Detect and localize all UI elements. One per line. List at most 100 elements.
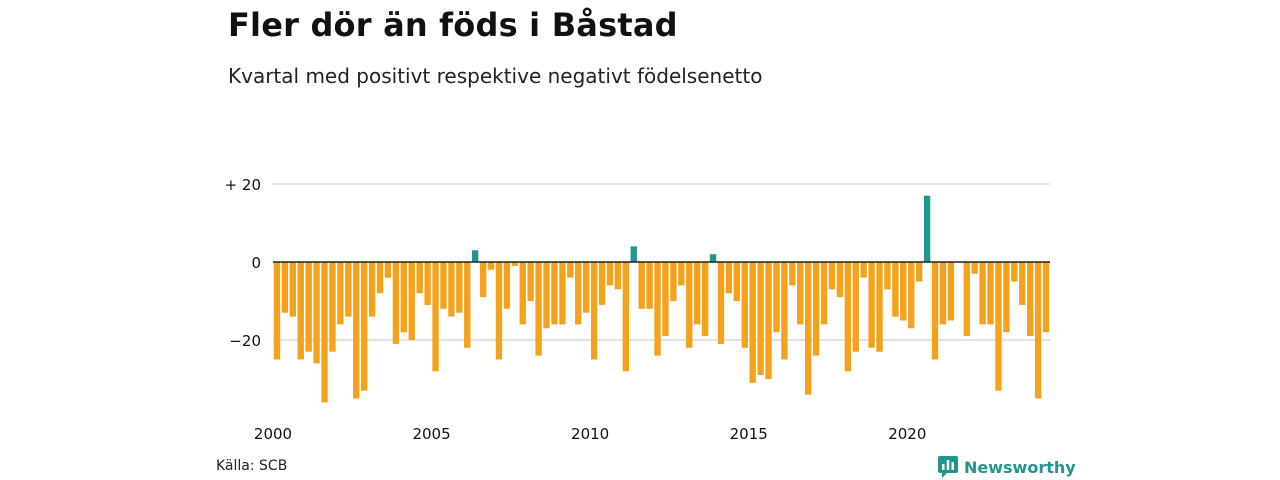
bar-negative — [353, 262, 360, 399]
bar-negative — [963, 262, 970, 337]
bar-negative — [670, 262, 677, 301]
bar-negative — [503, 262, 511, 309]
bar-negative — [892, 262, 899, 317]
bar-negative — [733, 262, 740, 301]
newsworthy-logo[interactable]: Newsworthy — [938, 456, 1076, 478]
bar-negative — [686, 262, 693, 348]
bar-negative — [939, 262, 947, 325]
bar-negative — [646, 262, 653, 309]
bar-negative — [519, 262, 526, 325]
bars — [273, 195, 1050, 403]
bar-negative — [575, 262, 582, 325]
bar-negative — [400, 262, 407, 333]
bar-negative — [487, 262, 495, 270]
x-tick-label: 2005 — [412, 425, 450, 443]
gridlines — [273, 183, 1050, 341]
bar-negative — [376, 262, 384, 294]
bar-negative — [717, 262, 725, 344]
bar-negative — [416, 262, 423, 294]
bar-negative — [598, 262, 606, 305]
y-tick-label: 0 — [251, 254, 261, 272]
bar-negative — [812, 262, 820, 356]
bar-negative — [622, 262, 629, 372]
bar-negative — [456, 262, 463, 313]
bar-negative — [551, 262, 558, 325]
bar-negative — [305, 262, 312, 352]
bar-negative — [297, 262, 304, 360]
bar-negative — [789, 262, 796, 286]
bar-negative — [424, 262, 431, 305]
bar-negative — [995, 262, 1002, 391]
bar-negative — [836, 262, 844, 298]
chart-bubble-icon — [938, 456, 958, 478]
chart-subtitle: Kvartal med positivt respektive negativt… — [228, 64, 763, 88]
bar-negative — [694, 262, 701, 325]
bar-negative — [987, 262, 994, 325]
source-note: Källa: SCB — [216, 458, 288, 474]
bar-negative — [662, 262, 669, 337]
bar-negative — [527, 262, 534, 301]
bar-negative — [765, 262, 772, 379]
bar-negative — [384, 262, 392, 278]
bar-negative — [337, 262, 344, 325]
bar-positive — [472, 250, 479, 262]
bar-negative — [361, 262, 368, 391]
bar-negative — [1042, 262, 1050, 333]
bar-negative — [368, 262, 376, 317]
bar-negative — [329, 262, 336, 352]
bar-negative — [567, 262, 574, 278]
bar-negative — [820, 262, 828, 325]
bar-negative — [583, 262, 590, 313]
bar-positive — [923, 195, 931, 262]
bar-negative — [273, 262, 281, 360]
bar-negative — [432, 262, 439, 372]
bar-negative — [797, 262, 804, 325]
bar-negative — [916, 262, 923, 282]
bar-negative — [511, 262, 518, 266]
bar-negative — [281, 262, 289, 313]
bar-negative — [979, 262, 986, 325]
bar-negative — [614, 262, 622, 290]
brand-name: Newsworthy — [964, 457, 1076, 477]
bar-negative — [345, 262, 352, 317]
bar-negative — [741, 262, 748, 348]
chart-title: Fler dör än föds i Båstad — [228, 6, 678, 44]
bar-negative — [860, 262, 867, 278]
x-tick-label: 2020 — [888, 425, 926, 443]
y-tick-label: −20 — [229, 332, 261, 350]
bar-negative — [884, 262, 891, 290]
bar-negative — [725, 262, 733, 294]
bar-negative — [805, 262, 812, 395]
bar-negative — [678, 262, 685, 286]
x-tick-label: 2010 — [571, 425, 609, 443]
bar-negative — [440, 262, 447, 309]
bar-chart: + 20 0 −20 2000 2005 2010 2015 2020 — [225, 176, 1050, 443]
bar-negative — [781, 262, 788, 360]
bar-negative — [535, 262, 542, 356]
x-tick-label: 2000 — [254, 425, 292, 443]
bar-negative — [289, 262, 296, 317]
bar-negative — [1034, 262, 1042, 399]
bar-negative — [392, 262, 400, 344]
bar-negative — [1011, 262, 1018, 282]
bar-negative — [479, 262, 487, 298]
bar-negative — [876, 262, 883, 352]
axes: + 20 0 −20 2000 2005 2010 2015 2020 — [225, 176, 1050, 443]
bar-positive — [709, 254, 717, 262]
bar-negative — [559, 262, 566, 325]
bar-negative — [495, 262, 503, 360]
bar-negative — [701, 262, 709, 337]
bar-negative — [773, 262, 780, 333]
bar-negative — [1027, 262, 1034, 337]
bar-negative — [543, 262, 550, 329]
bar-negative — [971, 262, 978, 274]
bar-negative — [408, 262, 415, 340]
bar-negative — [321, 262, 328, 403]
bar-negative — [900, 262, 907, 321]
bar-negative — [606, 262, 614, 286]
bar-negative — [828, 262, 836, 290]
x-tick-label: 2015 — [730, 425, 768, 443]
bar-negative — [749, 262, 756, 383]
bar-negative — [908, 262, 915, 329]
bar-negative — [947, 262, 955, 321]
